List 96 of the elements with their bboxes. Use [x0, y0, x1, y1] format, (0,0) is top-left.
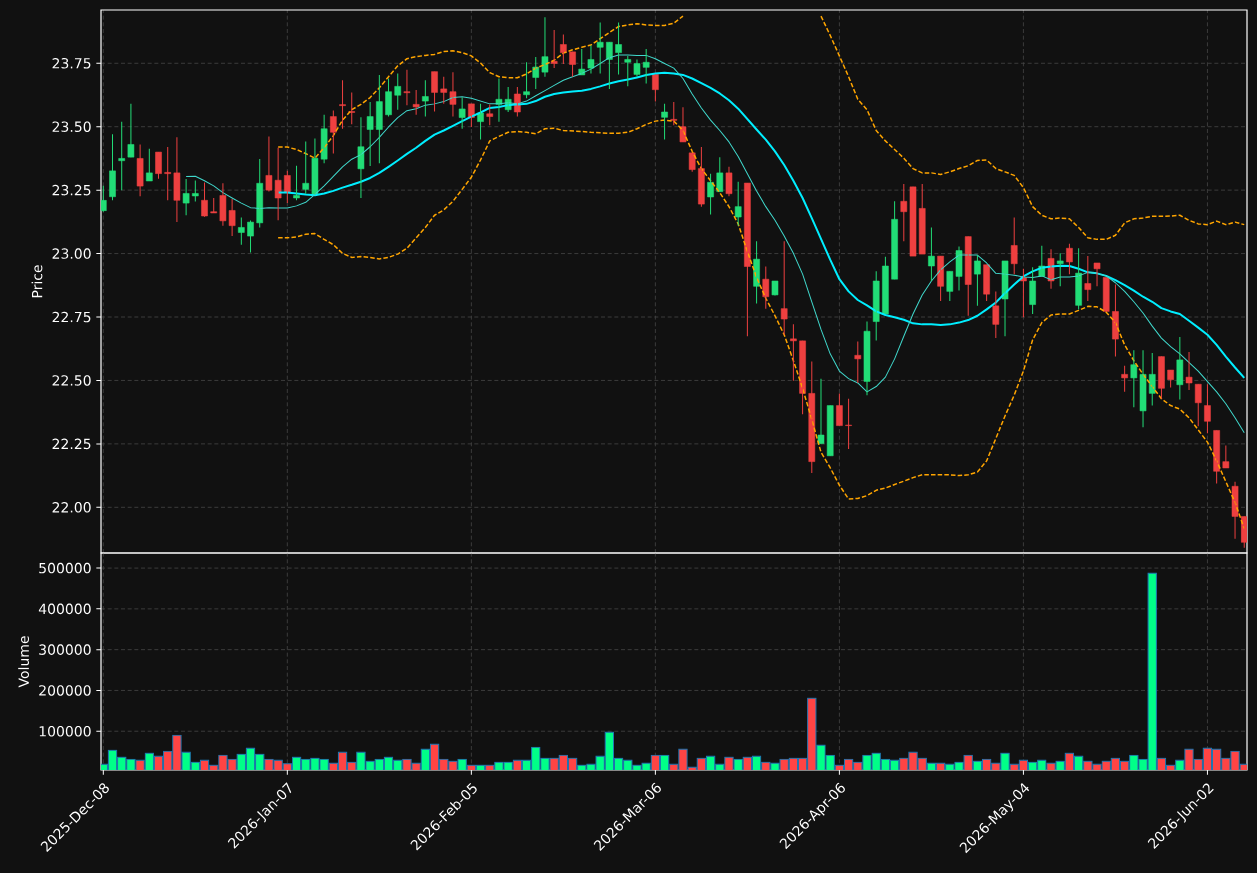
candlestick — [790, 323, 797, 382]
candlestick — [698, 146, 705, 208]
candlestick — [1093, 262, 1101, 287]
candlestick — [1176, 336, 1184, 400]
candlestick — [256, 158, 264, 228]
candlestick — [845, 398, 852, 450]
y-axis-title: Volume — [18, 636, 30, 688]
candlestick — [109, 133, 116, 201]
candlestick — [330, 109, 337, 155]
candlestick — [836, 392, 843, 427]
candlestick — [550, 29, 558, 69]
candlestick — [403, 69, 411, 106]
candlestick — [302, 140, 310, 195]
candlestick — [293, 165, 300, 201]
candlestick — [1194, 383, 1202, 427]
candlestick — [440, 76, 448, 105]
candlestick — [928, 226, 935, 282]
candlestick — [523, 61, 530, 99]
candlestick — [817, 378, 825, 445]
candlestick — [394, 72, 402, 111]
candlestick — [661, 103, 668, 140]
candlestick — [725, 166, 733, 197]
candlestick — [670, 101, 678, 126]
candlestick — [238, 217, 245, 246]
candlestick — [155, 151, 162, 180]
candlestick — [909, 186, 917, 257]
candlestick — [891, 200, 898, 280]
candlestick — [127, 103, 135, 158]
y-axis-title: Price — [31, 265, 43, 298]
y-tick-label: 22.25 — [52, 438, 91, 450]
y-tick-label: 400000 — [38, 603, 91, 615]
candlestick — [1167, 369, 1174, 389]
candlestick — [863, 321, 871, 396]
candlestick — [1158, 356, 1165, 400]
candlestick — [615, 21, 622, 75]
y-tick-label: 22.00 — [52, 502, 91, 513]
y-tick-label: 300000 — [39, 644, 91, 655]
candlestick — [1010, 217, 1018, 275]
y-tick-label: 500000 — [39, 562, 91, 574]
candlestick — [201, 182, 208, 218]
y-tick-label: 23.50 — [52, 121, 91, 132]
candlestick — [339, 79, 346, 130]
y-tick-label: 22.50 — [52, 375, 91, 386]
candlestick — [1204, 383, 1211, 434]
candlestick — [900, 183, 908, 242]
y-tick-label: 23.25 — [52, 184, 91, 196]
y-tick-label: 200000 — [39, 685, 91, 696]
candlestick — [624, 55, 632, 87]
candlestick — [182, 178, 190, 216]
candlestick — [983, 264, 990, 302]
candlestick — [376, 74, 383, 164]
candlestick — [596, 21, 604, 74]
candlestick — [431, 71, 438, 112]
candlestick — [1066, 243, 1073, 275]
candlestick — [348, 91, 356, 125]
candlestick — [688, 152, 696, 173]
candlestick — [385, 78, 392, 118]
candlestick — [771, 280, 779, 296]
y-tick-label: 22.75 — [52, 311, 91, 323]
candlestick — [173, 136, 181, 223]
candlestick — [569, 51, 576, 78]
candlestick — [1222, 444, 1230, 469]
candlestick — [1056, 252, 1064, 287]
candlestick — [1121, 365, 1128, 393]
y-tick-label: 100000 — [39, 725, 91, 737]
candlestick — [146, 148, 153, 182]
candlestick — [1185, 351, 1193, 391]
candlestick — [992, 290, 1000, 339]
candlestick — [1102, 276, 1110, 312]
candlestick — [486, 103, 494, 126]
candlestick — [118, 121, 126, 191]
candlestick — [458, 97, 466, 130]
candlestick — [422, 79, 429, 118]
candlestick — [210, 197, 218, 214]
candlestick — [734, 181, 742, 227]
candlestick — [1029, 266, 1036, 315]
candlestick — [247, 220, 254, 254]
y-tick-label: 23.75 — [52, 57, 91, 69]
candlestick — [136, 143, 144, 197]
candlestick — [532, 56, 540, 90]
candlestick — [918, 183, 926, 255]
candlestick — [412, 89, 420, 116]
candlestick — [854, 341, 862, 384]
candlestick — [587, 45, 595, 74]
y-tick-label: 23.00 — [52, 248, 91, 259]
candlestick — [882, 256, 889, 315]
candlestick — [707, 173, 714, 215]
candlestick — [164, 146, 172, 201]
candlestick — [974, 254, 981, 307]
candlestick — [1084, 255, 1092, 302]
candlestick — [192, 180, 199, 203]
candlestick — [366, 101, 374, 167]
candlestick — [1075, 247, 1082, 310]
candlestick — [780, 240, 788, 336]
candlestick — [826, 405, 834, 457]
candlestick — [946, 270, 954, 302]
